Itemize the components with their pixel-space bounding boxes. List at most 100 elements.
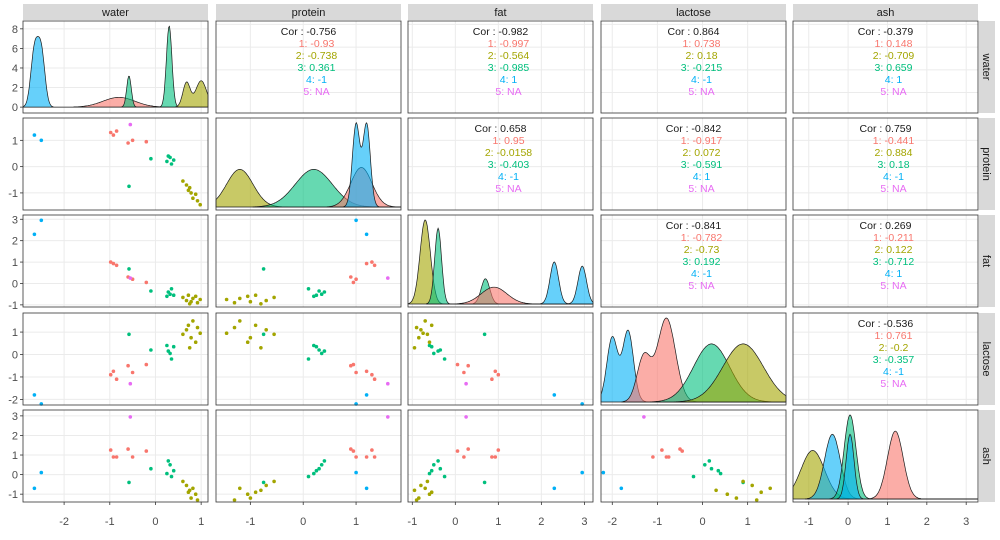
point-group-2 <box>189 335 193 340</box>
point-group-2 <box>191 486 195 491</box>
panel-background <box>793 21 978 113</box>
point-group-2 <box>425 479 430 484</box>
point-group-1 <box>370 372 374 377</box>
panel-background <box>23 118 208 210</box>
panel-border <box>407 312 594 406</box>
point-group-3 <box>171 344 176 349</box>
panel-lactose-lactose <box>600 312 787 406</box>
point-group-3 <box>716 468 721 473</box>
y-tick-label-fat: 0 <box>12 278 18 290</box>
panel-border <box>215 409 402 503</box>
x-tick-label-lactose: 0 <box>699 516 705 528</box>
point-group-3 <box>482 480 487 485</box>
point-group-4 <box>354 470 358 475</box>
point-group-2 <box>181 179 185 183</box>
point-group-2 <box>232 300 237 305</box>
panel-border <box>600 409 787 503</box>
point-group-1 <box>111 455 116 459</box>
point-group-1 <box>651 455 655 459</box>
strip-side-label-lactose: lactose <box>980 342 992 377</box>
x-tick-label-ash: 2 <box>924 516 930 528</box>
point-group-1 <box>144 139 149 144</box>
point-group-3 <box>171 293 176 298</box>
point-group-2 <box>181 295 185 300</box>
point-group-3 <box>314 468 319 473</box>
panel-ash-fat <box>407 409 594 503</box>
point-group-2 <box>187 488 192 493</box>
point-group-1 <box>144 449 149 453</box>
cor-group-2: 2: 0.072 <box>683 147 721 159</box>
point-group-1 <box>490 377 494 382</box>
point-group-2 <box>427 492 432 497</box>
x-tick-label-lactose: -2 <box>607 516 617 528</box>
point-group-1 <box>114 455 119 459</box>
point-group-5 <box>386 381 390 386</box>
cor-group-4: 4: 1 <box>885 268 903 280</box>
panel-border <box>792 20 979 114</box>
cor-group-2: 2: -0.0158 <box>485 147 532 159</box>
cor-overall: Cor : 0.658 <box>475 123 527 135</box>
density-group-4 <box>540 261 594 305</box>
point-group-3 <box>709 466 714 471</box>
point-group-2 <box>414 498 419 502</box>
cor-overall: Cor : 0.759 <box>860 123 912 135</box>
cor-group-4: 4: 1 <box>885 74 903 86</box>
point-group-3 <box>482 332 487 337</box>
strip-top-label-protein: protein <box>292 7 326 19</box>
panel-border <box>22 409 209 503</box>
point-group-3 <box>427 471 432 476</box>
y-tick-label-fat: -1 <box>8 300 18 312</box>
point-group-3 <box>442 474 447 479</box>
point-group-3 <box>691 474 696 479</box>
point-group-4 <box>601 470 606 475</box>
point-group-3 <box>261 480 266 485</box>
point-group-5 <box>464 415 468 419</box>
point-group-3 <box>319 292 324 297</box>
cor-group-4: 4: 1 <box>500 74 518 86</box>
cor-group-2: 2: -0.73 <box>684 244 720 256</box>
point-group-1 <box>364 261 369 266</box>
point-group-1 <box>354 277 358 282</box>
panel-border <box>407 117 594 211</box>
panel-background <box>793 118 978 210</box>
point-group-5 <box>128 276 133 280</box>
cor-group-3: 3: 0.192 <box>683 256 721 268</box>
x-tick-label-water: -2 <box>59 516 69 528</box>
point-group-3 <box>432 463 436 467</box>
panel-background <box>601 21 786 113</box>
panel-background <box>408 410 593 502</box>
y-tick-label-lactose: 1 <box>12 327 18 339</box>
strip-top-label-fat: fat <box>494 7 506 19</box>
cor-group-4: 4: -1 <box>691 268 712 280</box>
cor-group-3: 3: -0.985 <box>488 62 530 74</box>
point-group-3 <box>261 332 266 337</box>
point-group-2 <box>189 496 193 500</box>
cor-overall: Cor : -0.841 <box>666 220 722 232</box>
point-group-2 <box>427 340 432 345</box>
cor-group-5: 5: NA <box>688 280 714 292</box>
panel-border <box>792 214 979 308</box>
point-group-2 <box>734 496 739 500</box>
point-group-1 <box>455 449 460 453</box>
point-group-2 <box>259 302 263 306</box>
x-tick-label-fat: 3 <box>581 516 587 528</box>
point-group-5 <box>464 381 468 386</box>
panel-background <box>23 313 208 405</box>
panel-background <box>793 313 978 405</box>
cor-group-4: 4: -1 <box>883 366 904 378</box>
point-group-2 <box>248 299 253 304</box>
point-group-1 <box>496 372 501 377</box>
point-group-2 <box>725 492 730 497</box>
point-group-1 <box>493 369 498 374</box>
point-group-3 <box>436 349 440 353</box>
strip-side-ash <box>979 410 995 502</box>
point-group-3 <box>149 348 153 352</box>
y-tick-label-ash: 2 <box>12 430 18 442</box>
point-group-1 <box>114 377 119 382</box>
